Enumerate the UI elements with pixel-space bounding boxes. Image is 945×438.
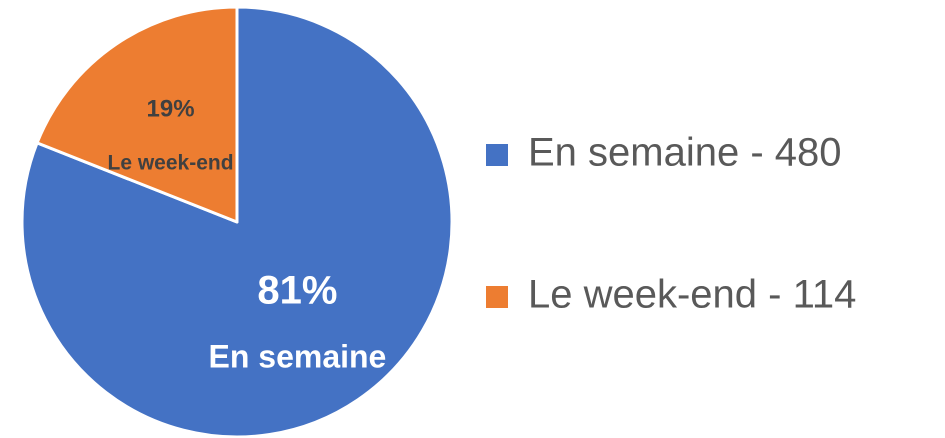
legend-swatch [486,286,508,308]
data-label-category: En semaine [208,338,386,374]
legend-label: En semaine - 480 [528,131,842,175]
data-label-category: Le week-end [108,152,234,175]
legend-swatch [486,144,508,166]
legend-label: Le week-end - 114 [528,273,856,317]
data-label: 81% [257,268,337,312]
pie-slice [35,5,239,224]
data-label: 19% [147,96,195,123]
